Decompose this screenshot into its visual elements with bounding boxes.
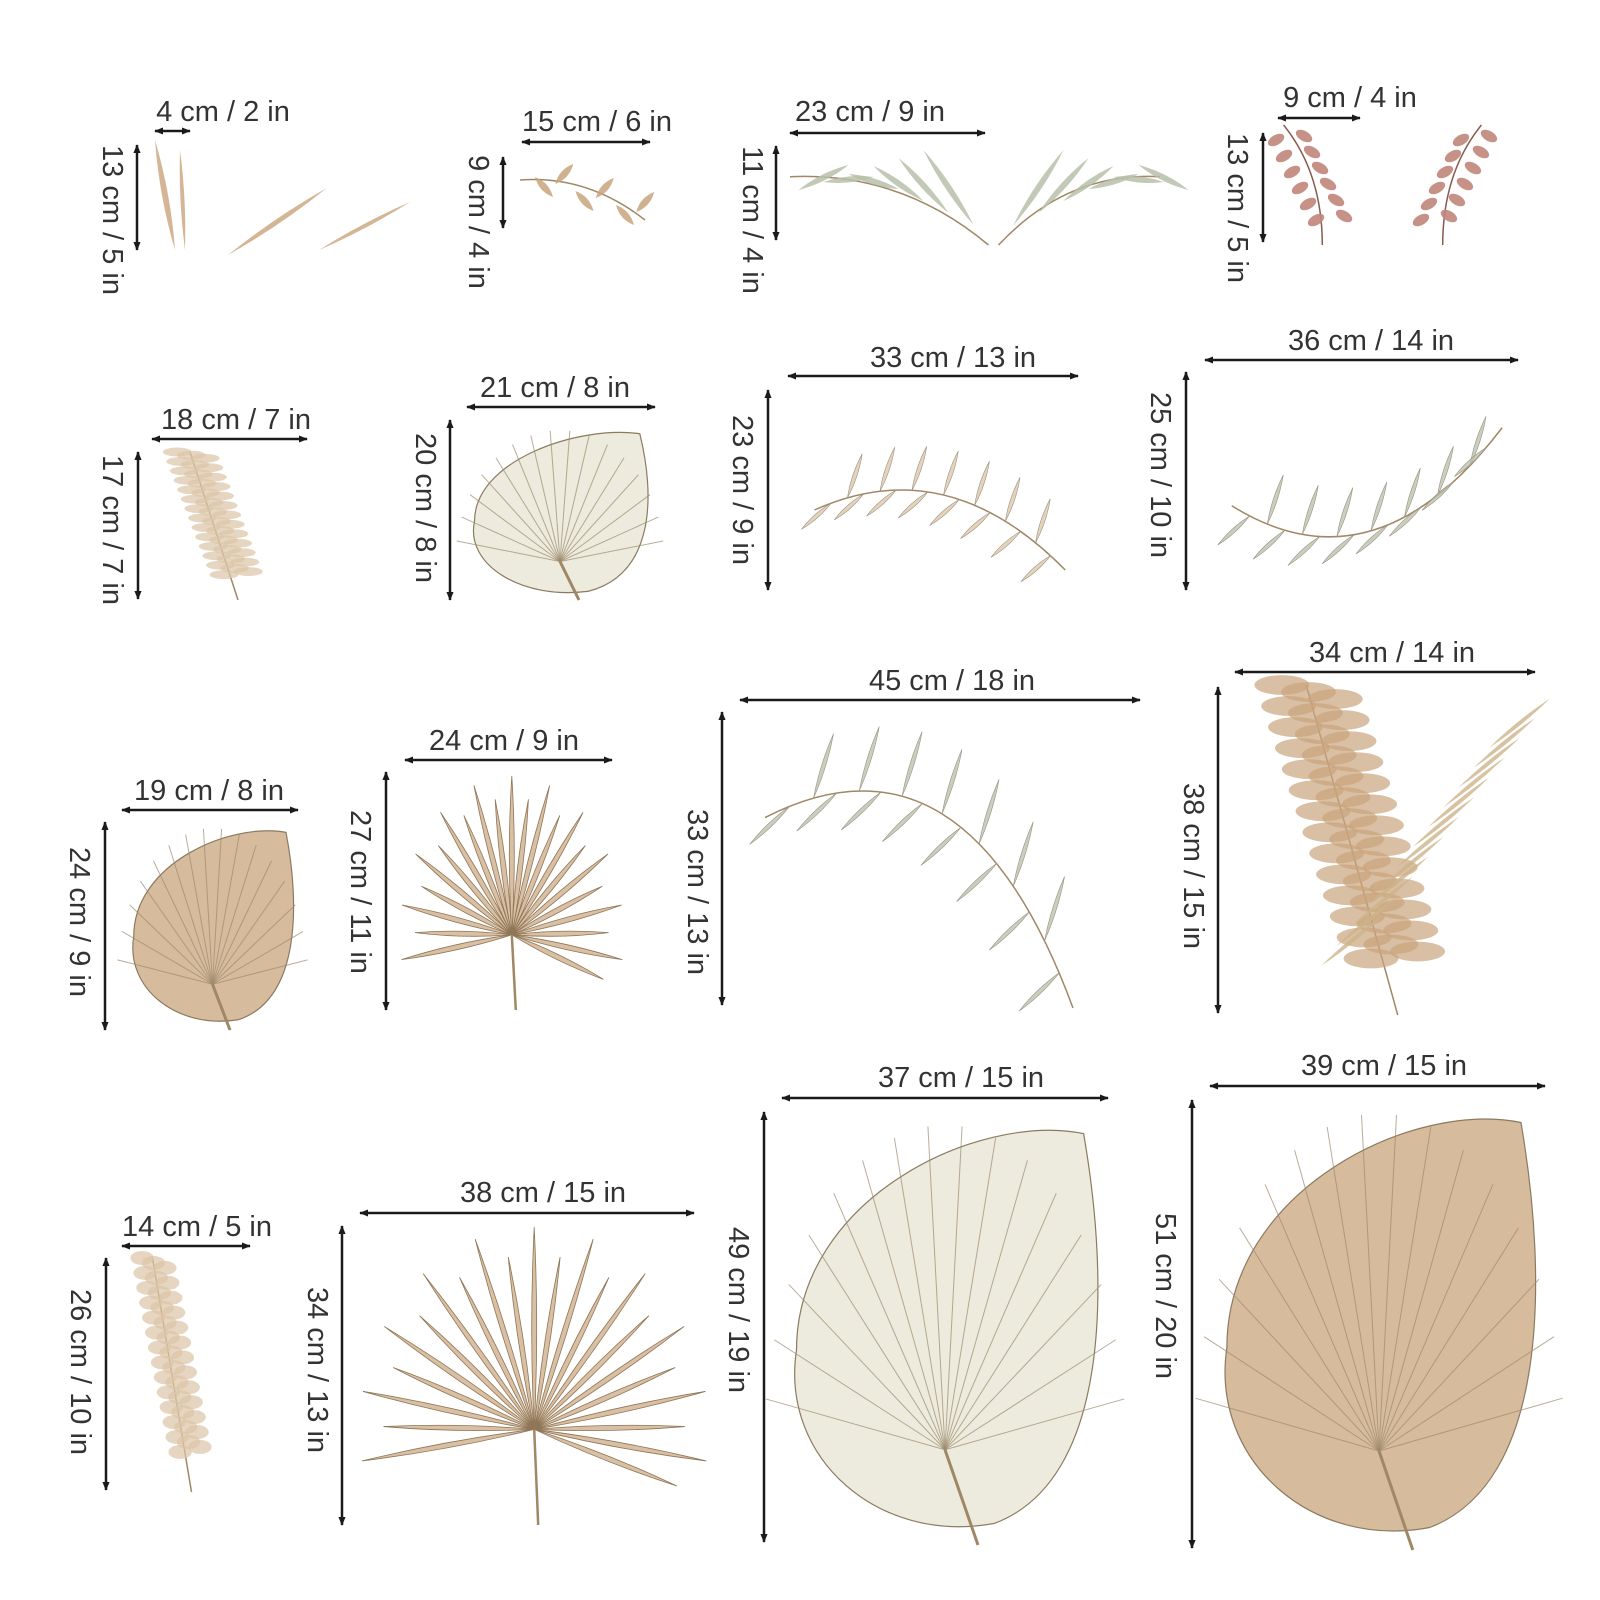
width-label: 15 cm / 6 in <box>522 106 672 138</box>
width-label: 18 cm / 7 in <box>161 404 311 436</box>
width-label: 38 cm / 15 in <box>459 1177 627 1209</box>
height-label: 38 cm / 15 in <box>1177 782 1209 950</box>
olive-branch-pair-icon <box>789 150 1189 246</box>
width-label: 37 cm / 15 in <box>877 1062 1045 1094</box>
small-leafy-sprig-icon <box>519 164 655 225</box>
beige-palm-frond-icon <box>801 446 1066 582</box>
green-palm-frond-icon <box>1217 416 1503 566</box>
height-label: 34 cm / 13 in <box>301 1286 333 1454</box>
height-label: 27 cm / 11 in <box>344 810 376 974</box>
width-label: 14 cm / 5 in <box>122 1211 272 1243</box>
width-label: 36 cm / 14 in <box>1287 325 1455 357</box>
width-label: 19 cm / 8 in <box>134 775 284 807</box>
spiky-palm-icon <box>401 775 623 1011</box>
height-label: 13 cm / 5 in <box>1221 133 1253 283</box>
width-label: 39 cm / 15 in <box>1300 1050 1468 1082</box>
height-label: 13 cm / 5 in <box>96 145 128 295</box>
height-label: 26 cm / 10 in <box>64 1288 96 1456</box>
width-label: 21 cm / 8 in <box>480 372 630 404</box>
height-label: 23 cm / 9 in <box>726 415 758 565</box>
width-label: 33 cm / 13 in <box>869 342 1037 374</box>
large-tan-fan-palm-icon <box>1195 1114 1563 1551</box>
height-label: 11 cm / 4 in <box>736 146 768 294</box>
width-label: 9 cm / 4 in <box>1283 82 1417 114</box>
dried-grass-blades-icon <box>155 140 410 255</box>
width-label: 34 cm / 14 in <box>1308 637 1476 669</box>
large-spiky-palm-icon <box>362 1227 707 1526</box>
cream-fan-palm-icon <box>456 430 664 601</box>
tan-fan-palm-icon <box>117 828 308 1031</box>
height-label: 51 cm / 20 in <box>1149 1212 1181 1380</box>
pink-buds-pair-icon <box>1267 124 1498 246</box>
height-label: 9 cm / 4 in <box>462 155 494 289</box>
height-label: 33 cm / 13 in <box>681 808 713 976</box>
width-label: 4 cm / 2 in <box>156 96 290 128</box>
width-label: 24 cm / 9 in <box>429 725 579 757</box>
dimension-lines <box>101 114 1546 1549</box>
width-label: 23 cm / 9 in <box>795 96 945 128</box>
tall-pampas-icon <box>130 1250 212 1493</box>
pampas-plume-icon <box>162 447 263 601</box>
height-label: 25 cm / 10 in <box>1144 391 1176 559</box>
large-cream-fan-palm-icon <box>765 1126 1125 1546</box>
height-label: 49 cm / 19 in <box>722 1226 754 1394</box>
plant-illustrations <box>117 124 1563 1551</box>
height-label: 20 cm / 8 in <box>409 433 441 583</box>
height-label: 17 cm / 7 in <box>96 455 128 605</box>
width-label: 45 cm / 18 in <box>868 665 1036 697</box>
pampas-and-palm-icon <box>1254 675 1551 1016</box>
arched-green-frond-icon <box>749 726 1074 1012</box>
height-label: 24 cm / 9 in <box>63 847 95 997</box>
